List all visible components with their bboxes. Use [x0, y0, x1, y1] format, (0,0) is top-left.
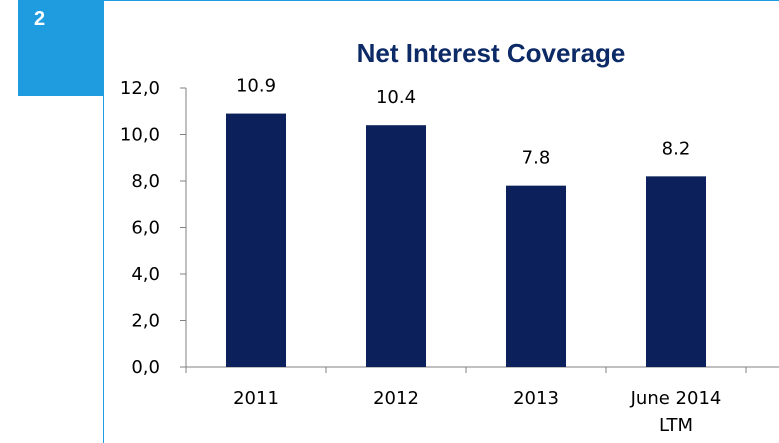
- y-tick-label: 12,0: [120, 78, 160, 99]
- x-tick-label: June 2014: [630, 388, 722, 409]
- y-tick-label: 6,0: [131, 218, 160, 239]
- slide-number: 2: [34, 8, 46, 30]
- bar: [366, 125, 426, 367]
- data-label: 10.9: [236, 76, 276, 97]
- x-tick-label: 2013: [513, 388, 559, 409]
- y-tick-label: 10,0: [120, 125, 160, 146]
- y-tick-label: 2,0: [131, 311, 160, 332]
- data-label: 8.2: [662, 138, 691, 159]
- y-tick-label: 8,0: [131, 171, 160, 192]
- frame-top-border: [104, 0, 779, 1]
- x-tick-label: 2011: [233, 388, 279, 409]
- x-axis: 2011 2012 2013 June 2014 LTM: [185, 366, 779, 436]
- x-tick-label: LTM: [659, 415, 693, 436]
- y-tick-label: 4,0: [131, 264, 160, 285]
- data-labels: 10.9 10.4 7.8 8.2: [236, 76, 690, 169]
- frame-left-border: [103, 0, 104, 443]
- bar: [226, 113, 286, 367]
- chart-title: Net Interest Coverage: [357, 38, 626, 68]
- data-label: 10.4: [376, 87, 416, 108]
- bar: [506, 185, 566, 367]
- y-tick-label: 0,0: [131, 357, 160, 378]
- bar-series: [226, 113, 706, 367]
- data-label: 7.8: [522, 148, 551, 169]
- y-axis: 0,0 2,0 4,0 6,0 8,0 10,0 12,0: [120, 78, 187, 378]
- bar: [646, 176, 706, 367]
- x-tick-label: 2012: [373, 388, 419, 409]
- slide-number-badge: 2: [18, 0, 104, 96]
